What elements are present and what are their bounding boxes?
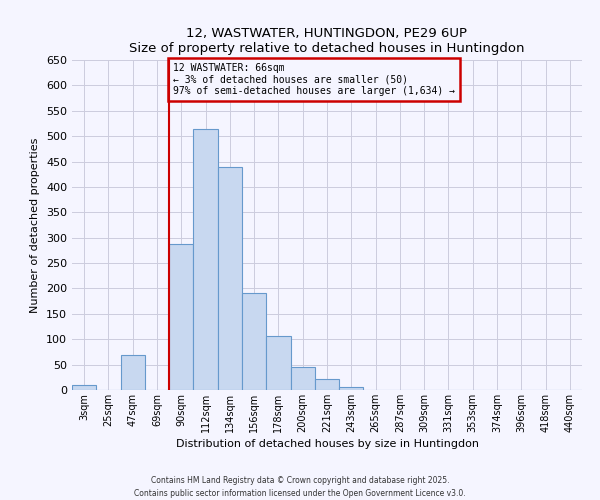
Text: Contains HM Land Registry data © Crown copyright and database right 2025.
Contai: Contains HM Land Registry data © Crown c…: [134, 476, 466, 498]
Bar: [121, 356, 145, 390]
Bar: [169, 244, 193, 390]
Bar: [266, 336, 290, 390]
Bar: [218, 166, 242, 390]
Text: 12 WASTWATER: 66sqm
← 3% of detached houses are smaller (50)
97% of semi-detache: 12 WASTWATER: 66sqm ← 3% of detached hou…: [173, 62, 455, 96]
Bar: [339, 388, 364, 390]
Bar: [315, 379, 339, 390]
Title: 12, WASTWATER, HUNTINGDON, PE29 6UP
Size of property relative to detached houses: 12, WASTWATER, HUNTINGDON, PE29 6UP Size…: [129, 26, 525, 54]
X-axis label: Distribution of detached houses by size in Huntingdon: Distribution of detached houses by size …: [176, 439, 479, 449]
Bar: [72, 385, 96, 390]
Bar: [290, 366, 315, 390]
Y-axis label: Number of detached properties: Number of detached properties: [31, 138, 40, 312]
Bar: [242, 292, 266, 390]
Bar: [193, 128, 218, 390]
